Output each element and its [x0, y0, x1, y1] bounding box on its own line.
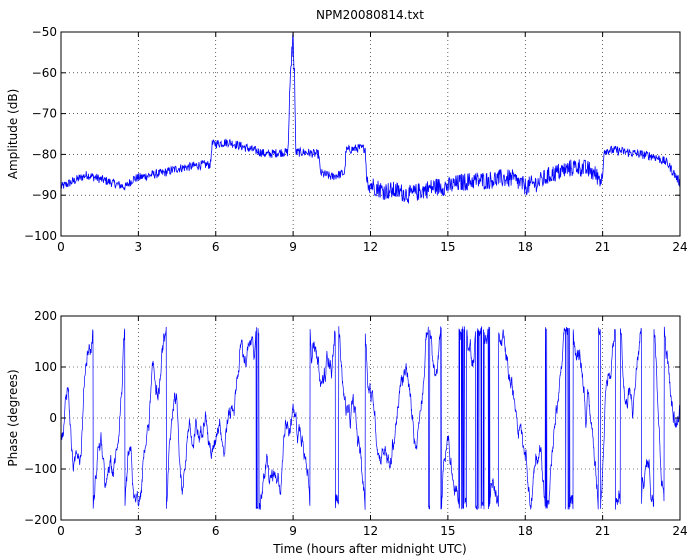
phase-ytick-label: −100 [24, 462, 57, 476]
phase-axes: 0 3 6 9 12 15 18 21 24 −200 −100 0 100 200 Phase (deg… [6, 309, 688, 556]
amplitude-xtick-label: 21 [595, 240, 610, 254]
phase-ytick-label: 0 [49, 411, 57, 425]
phase-ylabel: Phase (degrees) [6, 369, 20, 466]
phase-xtick-label: 0 [57, 524, 65, 538]
amplitude-ytick-label: −90 [32, 188, 57, 202]
phase-xtick-label: 24 [672, 524, 687, 538]
amplitude-ytick-label: −50 [32, 25, 57, 39]
amplitude-xtick-label: 15 [440, 240, 455, 254]
amplitude-ylabel: Amplitude (dB) [6, 89, 20, 180]
phase-xlabel: Time (hours after midnight UTC) [272, 542, 466, 556]
amplitude-series-line [60, 32, 681, 204]
phase-ticks: 0 3 6 9 12 15 18 21 24 −200 −100 0 100 200 [24, 309, 688, 538]
phase-xtick-label: 21 [595, 524, 610, 538]
phase-xtick-label: 9 [289, 524, 297, 538]
amplitude-ytick-label: −70 [32, 107, 57, 121]
amplitude-xtick-label: 0 [57, 240, 65, 254]
phase-xtick-label: 6 [212, 524, 220, 538]
phase-ytick-label: 200 [34, 309, 57, 323]
phase-ytick-label: 100 [34, 360, 57, 374]
phase-ytick-label: −200 [24, 513, 57, 527]
amplitude-xtick-label: 24 [672, 240, 687, 254]
phase-xtick-label: 18 [518, 524, 533, 538]
amplitude-ytick-label: −80 [32, 147, 57, 161]
amplitude-xtick-label: 12 [363, 240, 378, 254]
phase-series-line [60, 326, 681, 511]
amplitude-xtick-label: 9 [289, 240, 297, 254]
amplitude-xtick-label: 18 [518, 240, 533, 254]
amplitude-ytick-label: −60 [32, 66, 57, 80]
amplitude-xtick-label: 3 [135, 240, 143, 254]
amplitude-axes: 0 3 6 9 12 15 18 21 24 −100 −90 −80 −70 −60 −50 Amplit… [6, 25, 688, 254]
phase-xtick-label: 3 [135, 524, 143, 538]
amplitude-ticks: 0 3 6 9 12 15 18 21 24 −100 −90 −80 −70 −60 −50 [24, 25, 688, 254]
amplitude-ytick-label: −100 [24, 229, 57, 243]
phase-xtick-label: 15 [440, 524, 455, 538]
amplitude-xtick-label: 6 [212, 240, 220, 254]
figure-title: NPM20080814.txt [316, 8, 424, 22]
phase-xtick-label: 12 [363, 524, 378, 538]
amplitude-series [60, 32, 681, 204]
phase-plot-area [61, 316, 680, 520]
amplitude-plot-area [61, 32, 680, 236]
phase-series [60, 326, 681, 511]
